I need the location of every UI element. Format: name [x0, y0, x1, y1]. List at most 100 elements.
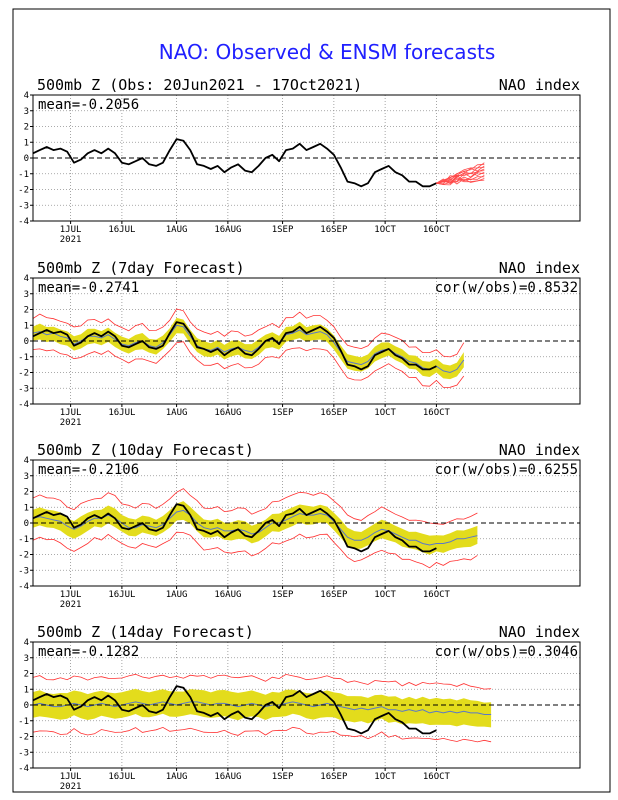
x-tick-label: 16SEP [320, 225, 348, 235]
x-tick-label: 1JUL [60, 772, 82, 782]
plot-frame [32, 459, 581, 587]
y-tick-label: -2 [18, 551, 29, 561]
x-tick-label: 1OCT [374, 590, 396, 600]
figure-title: NAO: Observed & ENSM forecasts [159, 40, 496, 64]
x-year-label: 2021 [60, 418, 82, 428]
observed-nao-line [32, 138, 437, 188]
y-tick-label: -3 [18, 201, 29, 211]
x-tick-label: 16OCT [423, 225, 451, 235]
panel-label: 500mb Z (Obs: 20Jun2021 - 17Oct2021) [37, 76, 362, 94]
y-tick-label: 4 [24, 91, 29, 101]
correlation-label: cor(w/obs)=0.3046 [435, 644, 578, 660]
x-tick-label: 16JUL [108, 590, 135, 600]
y-tick-label: 1 [24, 685, 29, 695]
y-tick-label: -2 [18, 733, 29, 743]
x-tick-label: 1JUL [60, 590, 82, 600]
y-tick-label: -3 [18, 384, 29, 394]
nao-panel-3: 500mb Z (10day Forecast) NAO index 4 3 2 1 0 -1… [18, 441, 581, 610]
plot-frame [32, 641, 581, 769]
y-tick-label: -4 [18, 400, 29, 410]
x-year-label: 2021 [60, 600, 82, 610]
x-tick-label: 1AUG [166, 590, 188, 600]
x-tick-label: 1SEP [272, 772, 294, 782]
observed-nao-line [32, 503, 437, 553]
nao-panel-2: 500mb Z (7day Forecast) NAO index 4 3 2 1 0 -1 -… [18, 259, 581, 428]
x-tick-label: 16AUG [214, 408, 241, 418]
x-tick-label: 16SEP [320, 408, 348, 418]
x-tick-label: 1JUL [60, 408, 82, 418]
y-tick-label: -4 [18, 582, 29, 592]
x-tick-label: 1AUG [166, 225, 188, 235]
y-tick-label: -1 [18, 353, 29, 363]
mean-label: mean=-0.2106 [38, 462, 139, 478]
y-tick-label: -1 [18, 170, 29, 180]
ensemble-min-line [32, 341, 465, 388]
y-tick-label: 1 [24, 138, 29, 148]
correlation-label: cor(w/obs)=0.6255 [435, 462, 578, 478]
y-tick-label: -3 [18, 566, 29, 576]
ensemble-max-line [32, 673, 492, 690]
x-tick-label: 16AUG [214, 590, 241, 600]
y-tick-label: -4 [18, 764, 29, 774]
observed-nao-line [32, 685, 437, 735]
panel-label: 500mb Z (10day Forecast) [37, 441, 254, 459]
x-tick-label: 1AUG [166, 408, 188, 418]
correlation-label: cor(w/obs)=0.8532 [435, 280, 578, 296]
panel-label: 500mb Z (7day Forecast) [37, 259, 245, 277]
x-tick-label: 16JUL [108, 225, 135, 235]
ensemble-spread-band [33, 501, 478, 555]
ensemble-min-line [32, 726, 492, 743]
ensemble-member-line [436, 165, 485, 185]
x-tick-label: 1JUL [60, 225, 82, 235]
x-tick-label: 16OCT [423, 408, 451, 418]
x-tick-label: 1SEP [272, 590, 294, 600]
y-tick-label: 4 [24, 638, 29, 648]
x-tick-label: 16OCT [423, 772, 451, 782]
y-tick-label: -1 [18, 717, 29, 727]
ensemble-member-line [436, 162, 485, 184]
nao-index-label: NAO index [499, 259, 580, 277]
nao-panel-1: 500mb Z (Obs: 20Jun2021 - 17Oct2021) NAO … [18, 76, 581, 245]
nao-index-label: NAO index [499, 76, 580, 94]
y-tick-label: 1 [24, 503, 29, 513]
y-tick-label: 2 [24, 670, 29, 680]
y-tick-label: 4 [24, 274, 29, 284]
x-tick-label: 16OCT [423, 590, 451, 600]
ensemble-member-line [436, 167, 485, 184]
panel-label: 500mb Z (14day Forecast) [37, 623, 254, 641]
x-tick-label: 16JUL [108, 408, 135, 418]
plot-frame [32, 94, 581, 222]
x-year-label: 2021 [60, 235, 82, 245]
x-tick-label: 1OCT [374, 225, 396, 235]
y-tick-label: 0 [24, 701, 29, 711]
y-tick-label: 0 [24, 337, 29, 347]
y-tick-label: -3 [18, 748, 29, 758]
y-tick-label: 3 [24, 290, 29, 300]
x-tick-label: 16SEP [320, 590, 348, 600]
nao-panel-4: 500mb Z (14day Forecast) NAO index 4 3 2 1 0 -1… [18, 623, 581, 792]
nao-index-label: NAO index [499, 623, 580, 641]
nao-index-label: NAO index [499, 441, 580, 459]
y-tick-label: -4 [18, 217, 29, 227]
y-tick-label: 3 [24, 472, 29, 482]
x-tick-label: 1OCT [374, 772, 396, 782]
y-tick-label: 2 [24, 123, 29, 133]
x-year-label: 2021 [60, 782, 82, 792]
y-tick-label: 3 [24, 654, 29, 664]
y-tick-label: 1 [24, 321, 29, 331]
x-tick-label: 1SEP [272, 225, 294, 235]
x-tick-label: 1SEP [272, 408, 294, 418]
y-tick-label: -2 [18, 186, 29, 196]
x-tick-label: 1AUG [166, 772, 188, 782]
ensemble-max-line [32, 488, 478, 525]
mean-label: mean=-0.2056 [38, 97, 139, 113]
y-tick-label: 0 [24, 519, 29, 529]
y-tick-label: 3 [24, 107, 29, 117]
plot-frame [32, 277, 581, 405]
ensemble-max-line [32, 308, 465, 358]
x-tick-label: 16SEP [320, 772, 348, 782]
y-tick-label: 4 [24, 456, 29, 466]
mean-label: mean=-0.1282 [38, 644, 139, 660]
